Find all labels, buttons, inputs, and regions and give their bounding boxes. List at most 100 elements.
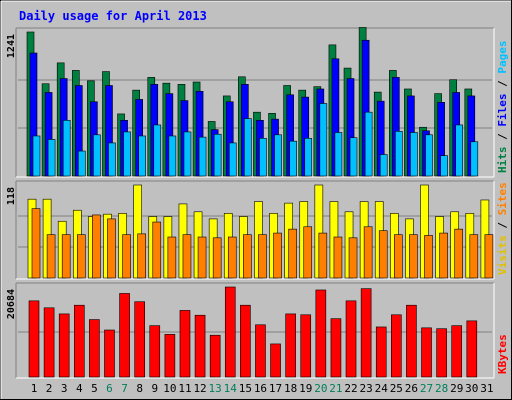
- bar-pages-9: [153, 124, 162, 177]
- x-tick-label-8: 8: [136, 382, 143, 395]
- panel-kbytes-ymax-label: 20684: [6, 289, 17, 319]
- bar-sites-21: [333, 236, 343, 279]
- bar-pages-29: [455, 124, 464, 177]
- bar-sites-22: [348, 237, 358, 279]
- bar-sites-2: [46, 234, 56, 279]
- bar-sites-5: [92, 214, 101, 279]
- x-tick-label-29: 29: [450, 382, 463, 395]
- x-tick-label-9: 9: [151, 382, 158, 395]
- bar-kbytes-29: [451, 325, 463, 378]
- x-tick-label-31: 31: [480, 382, 493, 395]
- bar-kbytes-2: [43, 307, 55, 378]
- panel-kbytes-legend: KBytes: [496, 334, 509, 374]
- x-tick-label-27: 27: [420, 382, 433, 395]
- bar-sites-9: [152, 221, 162, 279]
- bar-pages-18: [289, 140, 297, 177]
- bar-pages-23: [364, 111, 373, 177]
- x-tick-label-14: 14: [224, 382, 238, 395]
- x-tick-label-19: 19: [299, 382, 312, 395]
- bar-sites-25: [394, 234, 403, 279]
- x-tick-label-30: 30: [465, 382, 478, 395]
- bar-pages-14: [228, 142, 237, 177]
- x-tick-label-24: 24: [375, 382, 389, 395]
- x-tick-label-25: 25: [390, 382, 403, 395]
- bar-sites-13: [212, 237, 222, 279]
- legend-visits-1: /: [496, 215, 509, 235]
- bar-kbytes-26: [406, 304, 417, 378]
- x-tick-label-22: 22: [344, 382, 357, 395]
- bar-kbytes-14: [224, 286, 236, 378]
- x-tick-label-18: 18: [284, 382, 297, 395]
- bar-pages-7: [123, 131, 131, 177]
- chart-title: Daily usage for April 2013: [19, 9, 207, 23]
- x-tick-label-12: 12: [193, 382, 206, 395]
- x-tick-label-17: 17: [269, 382, 282, 395]
- bar-kbytes-30: [466, 320, 478, 378]
- bar-sites-16: [258, 234, 267, 279]
- bar-kbytes-21: [330, 318, 342, 378]
- bar-pages-2: [47, 139, 56, 177]
- bar-sites-19: [303, 226, 313, 279]
- bar-kbytes-18: [285, 313, 296, 378]
- bar-kbytes-11: [179, 310, 191, 378]
- bar-sites-11: [182, 234, 192, 279]
- bar-sites-6: [107, 218, 116, 279]
- bar-kbytes-22: [345, 300, 357, 378]
- bar-pages-27: [425, 134, 433, 177]
- x-tick-label-1: 1: [31, 382, 38, 395]
- bar-pages-1: [32, 135, 41, 177]
- bar-sites-15: [243, 234, 252, 279]
- x-tick-label-15: 15: [239, 382, 252, 395]
- x-tick-label-10: 10: [163, 382, 176, 395]
- bar-sites-29: [454, 228, 464, 279]
- bar-sites-8: [137, 233, 146, 279]
- bar-sites-1: [31, 208, 41, 279]
- bar-sites-14: [227, 236, 237, 279]
- bar-kbytes-17: [270, 343, 281, 378]
- bar-kbytes-10: [164, 334, 176, 378]
- x-tick-label-21: 21: [329, 382, 342, 395]
- bar-kbytes-27: [421, 327, 432, 378]
- bar-pages-28: [440, 155, 448, 177]
- panel-visits-legend: Visits / Sites: [496, 182, 509, 275]
- bar-kbytes-3: [58, 313, 70, 378]
- x-tick-label-23: 23: [360, 382, 373, 395]
- bar-sites-3: [61, 234, 71, 279]
- bar-sites-20: [318, 232, 328, 279]
- bar-pages-5: [93, 134, 101, 177]
- x-tick-label-3: 3: [61, 382, 68, 395]
- x-tick-label-26: 26: [405, 382, 418, 395]
- bar-pages-20: [319, 103, 328, 177]
- bar-kbytes-5: [89, 319, 100, 378]
- bar-kbytes-6: [104, 329, 115, 378]
- legend-hits-4: Pages: [496, 41, 509, 74]
- bar-pages-10: [168, 135, 177, 177]
- legend-visits-2: Sites: [496, 182, 509, 215]
- bar-kbytes-19: [300, 314, 312, 378]
- bar-sites-7: [122, 234, 131, 279]
- bar-pages-3: [62, 120, 71, 177]
- legend-kbytes-0: KBytes: [496, 334, 509, 374]
- bar-kbytes-28: [436, 328, 447, 378]
- bar-kbytes-13: [209, 334, 221, 378]
- bar-pages-22: [349, 137, 358, 177]
- x-tick-label-4: 4: [76, 382, 83, 395]
- bar-pages-25: [395, 131, 403, 177]
- bar-pages-8: [138, 135, 146, 177]
- x-tick-label-11: 11: [178, 382, 191, 395]
- bar-pages-26: [410, 132, 418, 177]
- bar-kbytes-15: [240, 304, 251, 378]
- x-tick-label-16: 16: [254, 382, 267, 395]
- legend-hits-1: /: [496, 127, 509, 147]
- bar-kbytes-23: [360, 288, 372, 378]
- bar-sites-24: [378, 230, 388, 279]
- x-tick-label-13: 13: [209, 382, 222, 395]
- bar-sites-30: [469, 234, 479, 279]
- x-tick-label-28: 28: [435, 382, 448, 395]
- bar-sites-17: [273, 232, 282, 279]
- bar-pages-11: [183, 131, 192, 177]
- bar-pages-15: [244, 118, 252, 177]
- legend-visits-0: Visits: [496, 235, 509, 275]
- bar-pages-21: [334, 132, 343, 177]
